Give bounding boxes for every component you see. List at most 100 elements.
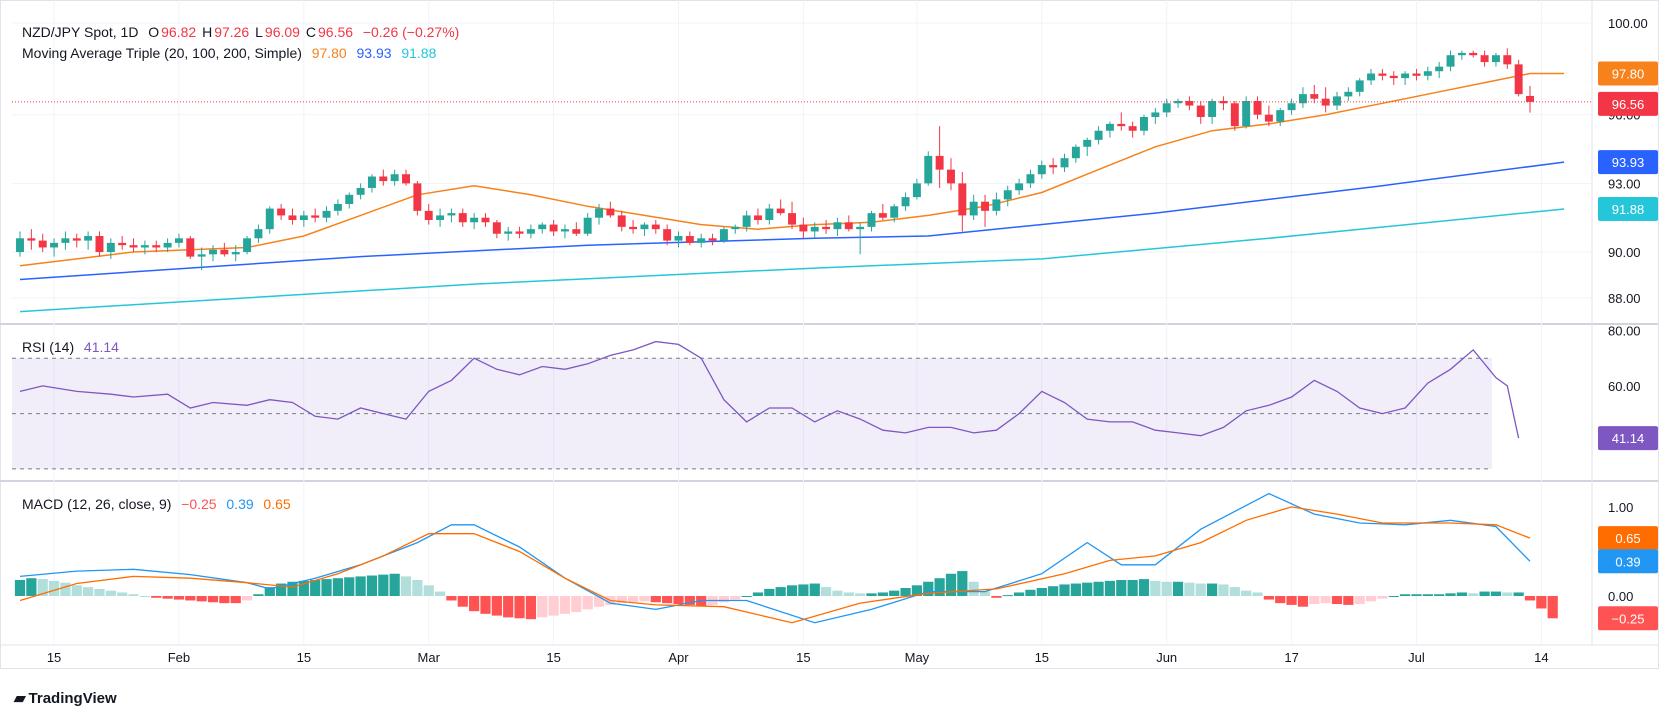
- candle: [651, 220, 660, 234]
- macd-histogram-bar: [1377, 596, 1388, 599]
- macd-histogram-bar: [151, 596, 162, 598]
- macd-histogram-bar: [94, 588, 105, 597]
- macd-histogram-bar: [1206, 583, 1218, 597]
- macd-histogram-bar: [1297, 596, 1309, 607]
- macd-histogram-bar: [1241, 590, 1252, 597]
- macd-histogram-bar: [105, 590, 116, 597]
- macd-histogram-bar: [1331, 596, 1343, 605]
- rsi-tick-label: 80.00: [1608, 324, 1641, 339]
- candle: [197, 247, 206, 271]
- candle: [629, 220, 638, 234]
- macd-histogram-bar: [639, 596, 650, 602]
- time-tick-label: 15: [1035, 650, 1049, 665]
- macd-histogram-bar: [1172, 581, 1184, 597]
- tradingview-logo[interactable]: ▰ TradingView: [14, 689, 117, 707]
- candle: [1503, 48, 1512, 69]
- candle: [924, 151, 933, 186]
- candle: [16, 231, 24, 257]
- candle: [595, 203, 603, 225]
- time-tick-label: Jul: [1408, 650, 1425, 665]
- macd-histogram-bar: [752, 592, 764, 597]
- candle: [61, 231, 70, 250]
- candle: [560, 224, 569, 239]
- macd-histogram-bar: [287, 581, 298, 597]
- candle: [1196, 100, 1205, 124]
- macd-histogram-bar: [798, 584, 809, 597]
- candle: [731, 224, 740, 234]
- candle: [799, 217, 808, 239]
- candle: [243, 236, 252, 255]
- rsi-value: 41.14: [83, 339, 119, 355]
- macd-histogram-bar: [1195, 583, 1206, 597]
- candle: [1151, 107, 1160, 124]
- macd-histogram-bar: [877, 592, 888, 597]
- macd-histogram-bar: [1116, 579, 1127, 597]
- macd-histogram-bar: [1048, 586, 1059, 597]
- candle: [254, 224, 263, 243]
- candle: [1037, 160, 1046, 179]
- macd-histogram-bar: [684, 596, 695, 605]
- ma-legend: Moving Average Triple (20, 100, 200, Sim…: [22, 45, 438, 61]
- macd-histogram-bar: [173, 596, 185, 600]
- macd-histogram-bar: [1127, 579, 1138, 597]
- macd-histogram-bar: [1070, 583, 1081, 597]
- time-tick-label: 15: [796, 650, 810, 665]
- svg-text:0.65: 0.65: [1615, 531, 1640, 546]
- macd-histogram-bar: [957, 571, 968, 597]
- macd-histogram-bar: [1093, 581, 1104, 597]
- macd-histogram-bar: [571, 596, 582, 613]
- svg-text:−0.25: −0.25: [1612, 611, 1645, 626]
- candle: [163, 238, 172, 253]
- macd-histogram-bar: [446, 596, 457, 601]
- macd-histogram-bar: [276, 583, 287, 597]
- macd-histogram-bar: [469, 596, 480, 612]
- price-tick-label: 93.00: [1608, 176, 1641, 191]
- macd-histogram-bar: [37, 579, 48, 597]
- candle: [492, 220, 501, 239]
- macd-histogram-bar: [775, 587, 786, 597]
- candle: [583, 213, 592, 237]
- macd-histogram-bar: [83, 587, 94, 597]
- macd-histogram-bar: [1479, 591, 1490, 597]
- svg-text:97.80: 97.80: [1612, 67, 1645, 82]
- macd-histogram-bar: [786, 585, 798, 597]
- macd-histogram-bar: [1002, 595, 1013, 597]
- high-value: 97.26: [214, 24, 250, 40]
- candle: [719, 226, 728, 243]
- macd-histogram-bar: [911, 585, 923, 597]
- macd-histogram-bar: [730, 596, 741, 600]
- candle: [1480, 50, 1489, 67]
- macd-histogram-bar: [1400, 594, 1411, 597]
- macd-histogram-bar: [26, 578, 37, 597]
- macd-histogram-bar: [117, 592, 128, 597]
- macd-histogram-bar: [434, 591, 446, 597]
- macd-histogram-bar: [185, 596, 196, 601]
- candle: [402, 169, 410, 186]
- candle: [277, 203, 286, 220]
- rsi-tick-label: 60.00: [1608, 379, 1641, 394]
- macd-histogram-bar: [1445, 593, 1456, 597]
- candle: [220, 242, 229, 257]
- candle: [1401, 71, 1410, 85]
- candle: [1378, 68, 1387, 81]
- macd-tick-label: 0.00: [1608, 589, 1633, 604]
- macd-histogram-bar: [1354, 596, 1365, 605]
- macd-histogram-bar: [582, 596, 593, 610]
- macd-histogram-bar: [1502, 592, 1513, 597]
- rsi-line: [19, 340, 1520, 439]
- candle: [878, 203, 887, 220]
- macd-histogram-bar: [1320, 596, 1331, 604]
- rsi-badge: 41.14: [1598, 426, 1658, 451]
- macd-histogram-bar: [889, 590, 900, 597]
- candle: [1185, 96, 1194, 111]
- candle: [1242, 96, 1251, 129]
- macd-histogram-bar: [1434, 594, 1445, 597]
- macd-histogram-bar: [139, 596, 150, 598]
- macd-histogram-bar: [855, 593, 866, 597]
- macd-histogram-bar: [196, 596, 207, 602]
- candle: [1026, 169, 1035, 188]
- svg-text:96.56: 96.56: [1612, 97, 1645, 112]
- macd-histogram-bar: [1411, 594, 1422, 597]
- macd-histogram-bar: [60, 582, 71, 597]
